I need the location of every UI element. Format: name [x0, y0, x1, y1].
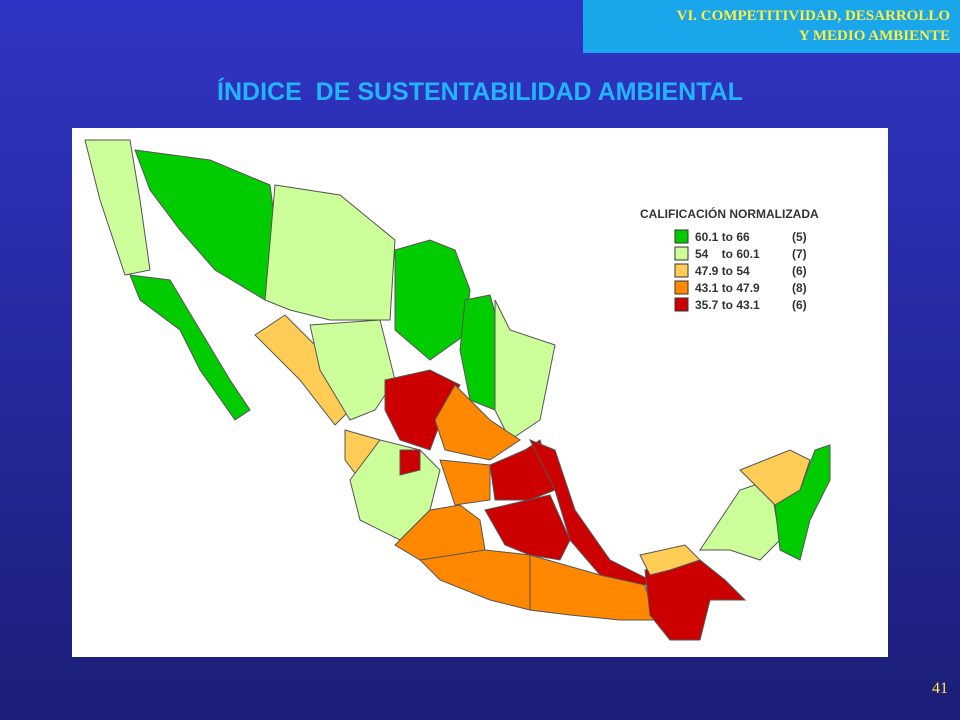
section-line: Y MEDIO AMBIENTE	[798, 28, 950, 44]
page-number: 41	[932, 680, 948, 697]
legend-swatch	[674, 263, 689, 278]
legend-range: 43.1 to 47.9	[695, 281, 760, 295]
legend-swatch	[674, 246, 689, 261]
legend-range: 47.9 to 54	[695, 264, 750, 278]
section-line: VI. COMPETITIVIDAD, DESARROLLO	[676, 8, 950, 24]
legend-count: (8)	[792, 281, 807, 295]
legend-swatch	[674, 297, 689, 312]
legend-range: 54 to 60.1	[695, 247, 760, 261]
legend-swatch	[674, 280, 689, 295]
legend-range: 35.7 to 43.1	[695, 298, 760, 312]
legend-count: (6)	[792, 298, 807, 312]
states	[84, 139, 831, 641]
title: ÍNDICE DE SUSTENTABILIDAD AMBIENTAL	[217, 78, 743, 106]
legend-count: (7)	[792, 247, 807, 261]
legend-title: CALIFICACIÓN NORMALIZADA	[640, 206, 819, 221]
legend-count: (6)	[792, 264, 807, 278]
legend-swatch	[674, 229, 689, 244]
legend: CALIFICACIÓN NORMALIZADA 60.1 to 66 (5) 54…	[640, 206, 819, 312]
legend-range: 60.1 to 66	[695, 230, 750, 244]
legend-count: (5)	[792, 230, 807, 244]
section-header: VI. COMPETITIVIDAD, DESARROLLO Y MEDIO A…	[583, 0, 960, 53]
